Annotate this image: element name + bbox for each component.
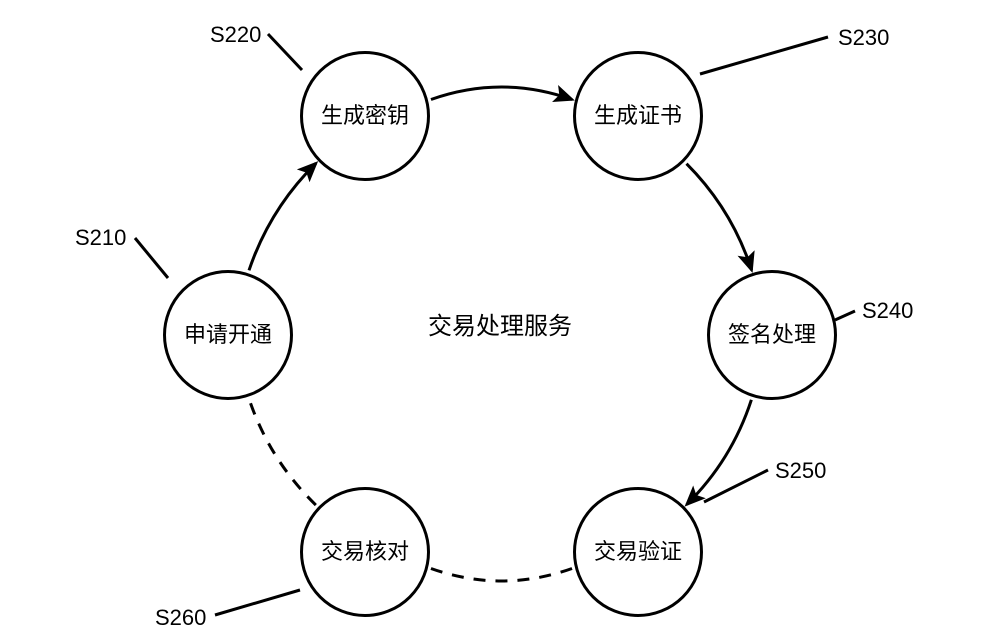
node-label: 签名处理 [728, 322, 816, 348]
leader-line-s230 [700, 37, 828, 74]
center-label-text: 交易处理服务 [428, 313, 572, 340]
node-s260: 交易核对 [300, 487, 430, 617]
ref-label-s230: S230 [838, 25, 889, 51]
leader-line-s210 [135, 238, 168, 278]
leader-line-s250 [704, 470, 768, 502]
edge-s230-s240 [686, 164, 751, 270]
center-label: 交易处理服务 [420, 306, 580, 341]
node-label: 申请开通 [184, 322, 272, 348]
diagram-canvas: 申请开通 生成密钥 生成证书签名处理交易验证 交易核对 交易处理服务 S210 S220… [0, 0, 1000, 640]
ref-label-s220: S220 [210, 22, 261, 48]
leader-line-s240 [835, 311, 855, 320]
node-s240: 签名处理 [707, 270, 837, 400]
node-label: 生成密钥 [321, 103, 409, 129]
node-s210: 申请开通 [163, 270, 293, 400]
node-label: 交易核对 [321, 539, 409, 565]
ref-label-s210: S210 [75, 225, 126, 251]
node-s250: 交易验证 [573, 487, 703, 617]
ref-label-s240: S240 [862, 298, 913, 324]
edge-s210-s220 [249, 163, 316, 270]
node-label: 交易验证 [594, 539, 682, 565]
ref-label-s260: S260 [155, 605, 206, 631]
ref-label-s250: S250 [775, 458, 826, 484]
leader-line-s260 [215, 590, 300, 615]
edge-s260-s210 [249, 400, 316, 505]
leader-line-s220 [268, 34, 302, 70]
node-s230: 生成证书 [573, 51, 703, 181]
node-label: 生成证书 [594, 103, 682, 129]
node-s220: 生成密钥 [300, 51, 430, 181]
edge-s220-s230 [431, 87, 572, 100]
edge-s240-s250 [687, 400, 752, 505]
edge-s250-s260 [431, 568, 572, 581]
